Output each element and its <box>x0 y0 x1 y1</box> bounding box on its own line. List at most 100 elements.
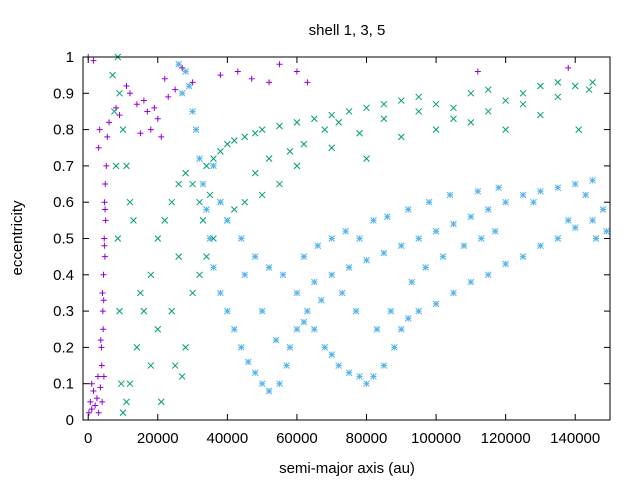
data-point <box>101 253 108 260</box>
data-point <box>432 300 440 308</box>
data-point <box>175 60 183 68</box>
y-tick-label: 0.7 <box>53 158 74 175</box>
data-point <box>356 235 363 242</box>
data-point <box>345 108 353 115</box>
data-point <box>554 93 562 101</box>
data-point <box>97 337 104 344</box>
data-point <box>104 133 111 140</box>
data-point <box>293 289 301 297</box>
data-point <box>88 380 95 387</box>
data-point <box>106 119 113 126</box>
data-point <box>98 362 105 369</box>
data-point <box>380 115 388 123</box>
data-point <box>460 242 468 250</box>
data-point <box>363 380 370 388</box>
data-point <box>210 264 217 271</box>
data-point <box>102 181 109 188</box>
data-point <box>304 307 311 315</box>
data-point <box>95 409 102 416</box>
data-point <box>99 398 106 405</box>
data-point <box>380 362 388 369</box>
y-tick-label: 0.4 <box>53 267 74 284</box>
data-point <box>171 362 179 369</box>
data-point <box>172 86 179 93</box>
data-point <box>210 155 217 162</box>
data-point <box>408 278 416 286</box>
x-tick-label: 120000 <box>481 430 531 447</box>
data-point <box>293 118 301 126</box>
y-tick-label: 0.5 <box>53 231 74 248</box>
data-point <box>502 198 509 206</box>
data-point <box>182 68 189 75</box>
data-point <box>168 198 176 206</box>
y-tick-label: 0.2 <box>53 339 74 356</box>
data-point <box>571 82 579 90</box>
data-point <box>415 307 423 315</box>
data-point <box>317 296 325 304</box>
data-point <box>582 191 590 199</box>
data-point <box>314 242 322 250</box>
x-tick-label: 20000 <box>137 430 179 447</box>
data-point <box>363 104 370 112</box>
series-2-group <box>175 60 610 395</box>
series-1-group <box>109 53 596 417</box>
data-point <box>484 86 492 94</box>
data-point <box>217 198 224 206</box>
data-point <box>589 79 596 86</box>
data-point <box>554 184 562 192</box>
y-tick-label: 0.9 <box>53 85 74 102</box>
data-point <box>293 162 301 170</box>
data-point <box>192 126 200 133</box>
data-point <box>203 162 210 170</box>
data-point <box>154 325 162 333</box>
y-tick-label: 0.3 <box>53 303 74 320</box>
data-point <box>101 199 108 206</box>
data-point <box>345 264 353 271</box>
x-tick-label: 0 <box>84 430 92 447</box>
data-point <box>335 362 343 369</box>
data-point <box>189 79 196 86</box>
data-point <box>99 289 106 296</box>
data-point <box>199 216 207 224</box>
axes: 0 20000 40000 60000 80000 100000 120000 140000 0… <box>53 49 610 447</box>
data-point <box>467 213 475 221</box>
data-point <box>519 100 527 108</box>
data-point <box>370 373 377 380</box>
data-point <box>117 380 125 388</box>
data-point <box>237 344 245 351</box>
data-point <box>165 93 172 100</box>
data-point <box>251 169 259 177</box>
data-point <box>530 198 537 206</box>
data-point <box>338 289 346 297</box>
data-point <box>342 227 349 235</box>
data-point <box>335 118 343 126</box>
data-point <box>387 307 395 315</box>
data-point <box>151 104 158 111</box>
data-point <box>266 79 273 86</box>
data-point <box>589 177 596 184</box>
data-point <box>258 307 266 315</box>
data-point <box>154 115 161 122</box>
data-point <box>565 64 572 71</box>
data-point <box>432 227 440 235</box>
data-point <box>467 278 475 286</box>
data-point <box>224 307 231 315</box>
data-point <box>432 126 440 133</box>
data-point <box>251 253 259 261</box>
x-tick-label: 40000 <box>207 430 249 447</box>
data-point <box>321 126 329 133</box>
data-point <box>189 180 196 188</box>
data-point <box>189 289 196 297</box>
data-point <box>300 318 308 326</box>
data-point <box>397 325 405 333</box>
data-point <box>248 75 255 82</box>
data-point <box>585 86 593 94</box>
x-axis-label: semi-major axis (au) <box>279 460 415 477</box>
data-point <box>112 162 120 170</box>
data-point <box>432 100 440 108</box>
data-point <box>286 148 294 155</box>
data-point <box>179 64 186 71</box>
plot-frame <box>82 56 611 421</box>
data-point <box>147 362 155 369</box>
x-tick-label: 80000 <box>346 430 388 447</box>
